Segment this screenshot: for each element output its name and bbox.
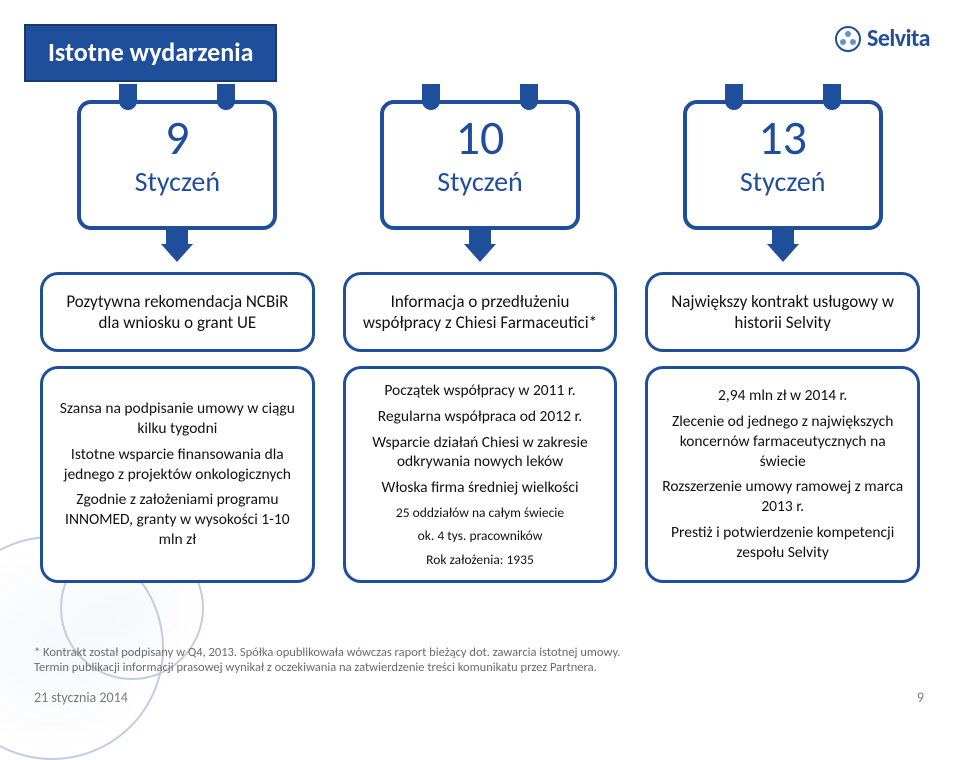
calendar-row: 9 Styczeń 10 Styczeń 13 Styczeń [40,100,920,264]
calendar-icon: 9 Styczeń [77,100,277,230]
detail-line: Prestiż i potwierdzenie kompetencji zesp… [660,523,905,563]
headline-box-3: Największy kontrakt usługowy w historii … [645,272,920,352]
detail-row: Szansa na podpisanie umowy w ciągu kilku… [40,366,920,583]
headline-text: Największy kontrakt usługowy w historii … [660,291,905,334]
calendar-col-1: 9 Styczeń [40,100,315,264]
footer-date: 21 stycznia 2014 [34,689,128,706]
calendar-month: Styczeń [740,164,825,199]
headline-row: Pozytywna rekomendacja NCBiR dla wniosku… [40,272,920,352]
calendar-icon: 13 Styczeń [683,100,883,230]
detail-line: Wsparcie działań Chiesi w zakresie odkry… [358,433,603,473]
calendar-day: 10 [456,114,505,162]
detail-line: 2,94 mln zł w 2014 r. [660,386,905,406]
footnote-line: Termin publikacji informacji prasowej wy… [34,660,926,676]
main-content: 9 Styczeń 10 Styczeń 13 Styczeń Pozytywn… [0,100,960,583]
detail-box-2: Początek współpracy w 2011 r. Regularna … [343,366,618,583]
arrow-down-icon [464,230,496,264]
detail-subline: Rok założenia: 1935 [358,551,603,568]
detail-box-1: Szansa na podpisanie umowy w ciągu kilku… [40,366,315,583]
detail-box-3: 2,94 mln zł w 2014 r. Zlecenie od jedneg… [645,366,920,583]
detail-line: Zgodnie z założeniami programu INNOMED, … [55,490,300,549]
calendar-icon: 10 Styczeń [380,100,580,230]
detail-line: Istotne wsparcie finansowania dla jedneg… [55,445,300,485]
headline-box-1: Pozytywna rekomendacja NCBiR dla wniosku… [40,272,315,352]
brand-logo: Selvita [835,24,930,53]
footnote-line: * Kontrakt został podpisany w Q4, 2013. … [34,645,926,661]
detail-line: Zlecenie od jednego z największych konce… [660,412,905,471]
headline-box-2: Informacja o przedłużeniu współpracy z C… [343,272,618,352]
detail-subline: 25 oddziałów na całym świecie [358,504,603,521]
detail-line: Szansa na podpisanie umowy w ciągu kilku… [55,399,300,439]
detail-line: Włoska firma średniej wielkości [358,478,603,498]
arrow-down-icon [161,230,193,264]
calendar-month: Styczeń [135,164,220,199]
calendar-month: Styczeń [437,164,522,199]
detail-subline: ok. 4 tys. pracowników [358,527,603,544]
calendar-day: 9 [165,114,189,162]
calendar-day: 13 [758,114,807,162]
calendar-col-2: 10 Styczeń [343,100,618,264]
detail-line: Początek współpracy w 2011 r. [358,381,603,401]
arrow-down-icon [767,230,799,264]
page-number: 9 [917,689,924,706]
logo-icon [835,26,861,52]
logo-text: Selvita [867,24,930,53]
footnote: * Kontrakt został podpisany w Q4, 2013. … [34,645,926,676]
detail-line: Rozszerzenie umowy ramowej z marca 2013 … [660,477,905,517]
page-title: Istotne wydarzenia [24,24,277,82]
calendar-col-3: 13 Styczeń [645,100,920,264]
headline-text: Informacja o przedłużeniu współpracy z C… [358,291,603,334]
detail-line: Regularna współpraca od 2012 r. [358,407,603,427]
headline-text: Pozytywna rekomendacja NCBiR dla wniosku… [55,291,300,334]
